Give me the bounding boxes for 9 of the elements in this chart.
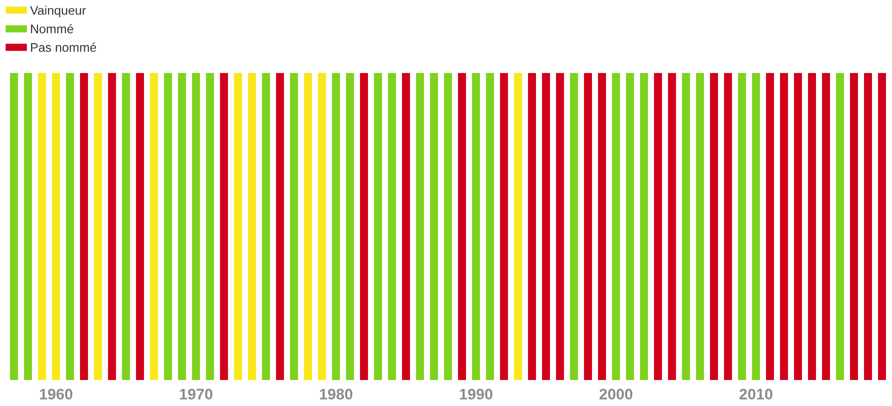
legend-label: Pas nommé (31, 42, 96, 52)
x-tick-label: 2010 (740, 388, 772, 400)
legend-label: Vainqueur (30, 6, 86, 18)
x-tick-label: 2000 (600, 388, 632, 400)
x-tick-label: 1980 (320, 388, 352, 400)
legend-label: Nommé (31, 24, 74, 34)
x-tick-label: 1970 (180, 388, 212, 400)
x-tick-label: 1960 (40, 388, 72, 400)
x-tick-label: 1990 (460, 388, 492, 400)
